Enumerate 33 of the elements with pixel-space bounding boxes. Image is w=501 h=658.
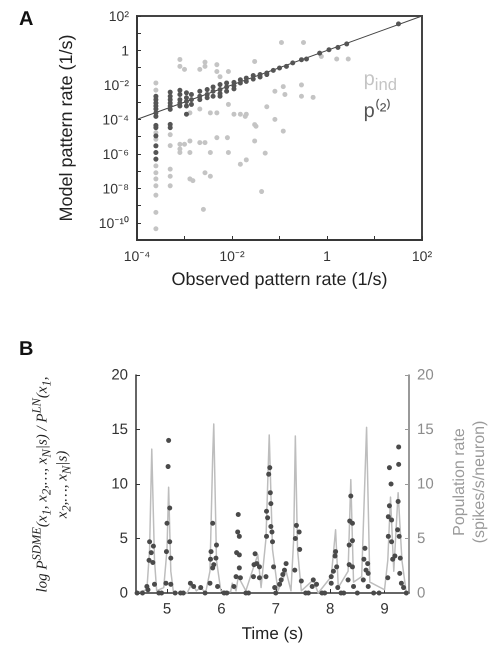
y2-tick-label: 0 <box>417 584 426 602</box>
y-tick-label: 10⁻² <box>104 76 130 93</box>
y2-tick-label: 5 <box>417 530 426 547</box>
chart-title: A <box>19 8 34 30</box>
y2-axis-title: Population rate (spikes/s/neuron) <box>450 420 489 546</box>
x-tick-label: 7 <box>272 600 280 618</box>
y-tick-label: 10 <box>111 476 128 492</box>
x-axis-title: Time (s) <box>242 624 304 643</box>
text: p⁽²⁾ <box>364 98 392 124</box>
y-tick-label: 10² <box>108 8 130 24</box>
y-tick-label: 20 <box>111 366 128 384</box>
x-tick-label: 6 <box>217 600 226 618</box>
chart-title: B <box>19 338 34 360</box>
y2-tick-label: 10 <box>417 476 434 492</box>
x-tick-label: 10⁻² <box>219 248 245 264</box>
y-tick-label: 10⁻¹⁰ <box>98 214 129 231</box>
x-tick-label: 10² <box>412 248 432 264</box>
x-tick-label: 1 <box>323 248 332 264</box>
y2-tick-label: 15 <box>417 421 434 438</box>
y-tick-label: 15 <box>111 421 128 438</box>
y-tick-label: 5 <box>120 530 128 547</box>
x-tick-label: 5 <box>162 600 172 618</box>
y-tick-label: 10⁻⁸ <box>102 180 130 196</box>
y-tick-label: 10⁻⁶ <box>102 146 129 162</box>
y2-tick-label: 20 <box>417 366 434 384</box>
y-tick-label: 10⁻⁴ <box>102 111 129 128</box>
x-axis-title: Observed pattern rate (1/s) <box>171 269 388 289</box>
series-label: p$_{ind}$ <box>364 67 397 96</box>
x-tick-label: 9 <box>380 600 389 618</box>
y-tick-label: 0 <box>120 584 128 602</box>
y-tick-label: 1 <box>121 42 130 58</box>
x-tick-label: 8 <box>326 600 334 618</box>
y-axis-title: Model pattern rate (1/s) <box>56 34 76 222</box>
